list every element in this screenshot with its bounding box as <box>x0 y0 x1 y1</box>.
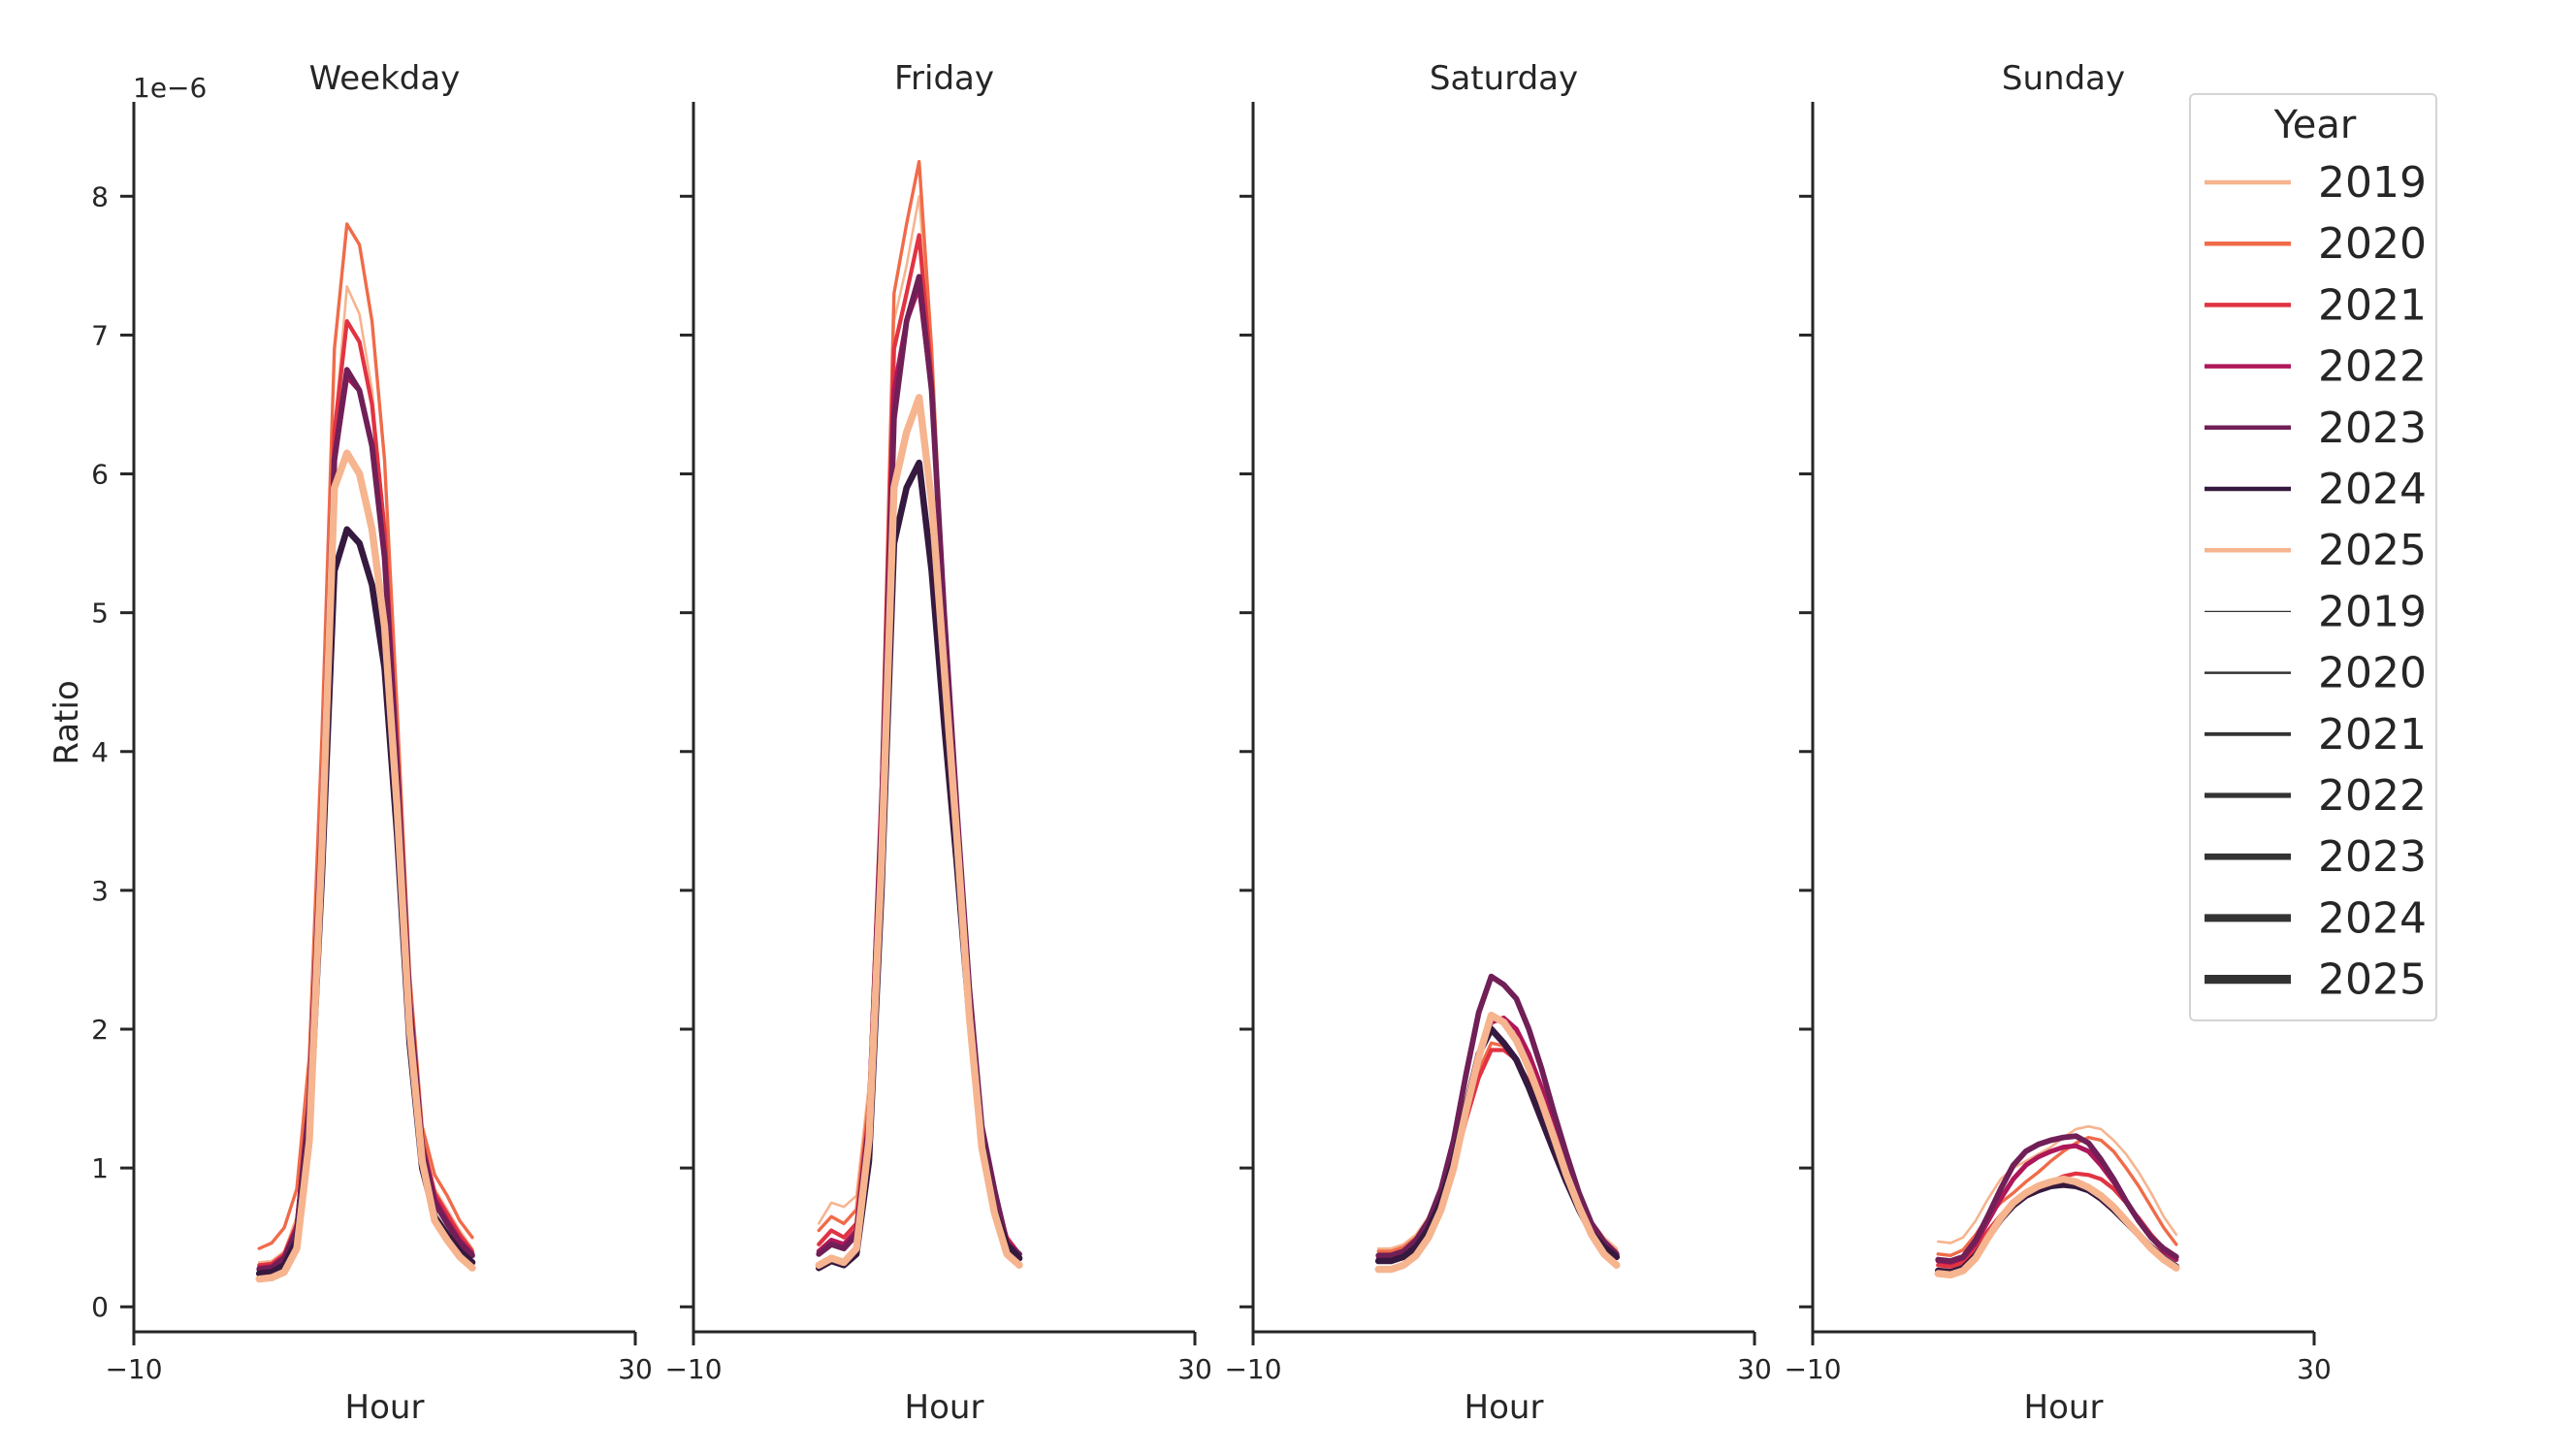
x-axis-label: Hour <box>905 1388 984 1427</box>
x-tick-label: 30 <box>1177 1353 1212 1385</box>
panel-sunday: Sunday −10 30 Hour <box>1784 59 2331 1427</box>
x-tick-label: −10 <box>1784 1353 1841 1385</box>
y-tick-label: 6 <box>91 459 109 491</box>
legend-title: Year <box>2273 103 2357 147</box>
series-line-2024 <box>1374 1025 1621 1265</box>
panel-weekday: Weekday 0 1 2 3 4 5 6 7 8 −10 30 Hour <box>91 59 653 1427</box>
legend: Year 2019 2020 2021 2022 2023 2024 2025 2019 202… <box>2189 93 2437 1021</box>
series-line-2025 <box>1934 1175 2180 1279</box>
panel-friday: Friday −10 30 Hour <box>664 59 1211 1427</box>
legend-label: 2023 <box>2318 832 2427 882</box>
y-tick-label: 2 <box>91 1014 109 1046</box>
series-line-2023 <box>1935 1133 2179 1264</box>
y-tick-label: 5 <box>91 598 109 630</box>
series-line-2020 <box>257 222 474 1250</box>
series-line-2022 <box>1375 1016 1620 1261</box>
x-tick-label: −10 <box>1224 1353 1281 1385</box>
x-tick-label: 30 <box>1737 1353 1772 1385</box>
series-line-2019 <box>257 285 474 1264</box>
series-line-2025 <box>815 394 1023 1270</box>
legend-label: 2021 <box>2318 280 2427 330</box>
series-line-2025 <box>1374 1011 1621 1274</box>
y-tick-label: 3 <box>91 875 109 907</box>
series-line-2025 <box>255 449 476 1283</box>
y-tick-label: 0 <box>91 1291 109 1323</box>
y-offset-label: 1e−6 <box>133 72 207 104</box>
panel-saturday: Saturday −10 30 Hour <box>1224 59 1771 1427</box>
y-tick-label: 8 <box>91 180 109 212</box>
panel-title: Friday <box>894 59 994 98</box>
panel-title: Saturday <box>1430 59 1578 98</box>
series-line-2019 <box>1936 1124 2178 1245</box>
y-tick-label: 1 <box>91 1152 109 1184</box>
x-tick-label: −10 <box>664 1353 722 1385</box>
series-line-2021 <box>817 233 1022 1256</box>
x-axis-label: Hour <box>1465 1388 1544 1427</box>
panel-title: Weekday <box>309 59 461 98</box>
legend-label: 2025 <box>2318 526 2427 575</box>
x-tick-label: 30 <box>2297 1353 2332 1385</box>
legend-label: 2020 <box>2318 649 2427 698</box>
legend-label: 2022 <box>2318 342 2427 392</box>
x-axis-label: Hour <box>345 1388 425 1427</box>
x-axis-label: Hour <box>2024 1388 2104 1427</box>
series-line-2022 <box>816 283 1022 1257</box>
legend-label: 2024 <box>2318 465 2427 514</box>
legend-label: 2025 <box>2318 955 2427 1005</box>
series-line-2024 <box>815 459 1023 1272</box>
x-tick-label: −10 <box>105 1353 162 1385</box>
legend-entries: 2019 2020 2021 2022 2023 2024 2025 2019 2020 2021… <box>2205 158 2427 1005</box>
y-tick-label: 7 <box>91 319 109 351</box>
legend-label: 2021 <box>2318 710 2427 760</box>
y-tick-label: 4 <box>91 736 109 768</box>
y-axis-label: Ratio <box>48 680 86 764</box>
legend-label: 2023 <box>2318 404 2427 453</box>
legend-label: 2020 <box>2318 219 2427 269</box>
series-line-2020 <box>817 159 1021 1256</box>
series-line-2021 <box>1376 1048 1619 1264</box>
x-tick-label: 30 <box>618 1353 653 1385</box>
legend-label: 2019 <box>2318 158 2427 208</box>
legend-label: 2022 <box>2318 771 2427 821</box>
series-line-2020 <box>1376 1041 1619 1253</box>
chart-panels: Weekday 0 1 2 3 4 5 6 7 8 −10 30 Hour Friday −10 30 Hour… <box>91 59 2332 1427</box>
panel-title: Sunday <box>2002 59 2125 98</box>
series-line-2024 <box>255 526 476 1277</box>
series-line-2019 <box>817 195 1021 1256</box>
legend-label: 2024 <box>2318 893 2427 943</box>
series-line-2023 <box>1375 973 1620 1259</box>
series-line-2021 <box>257 319 475 1268</box>
legend-label: 2019 <box>2318 587 2427 636</box>
legend-frame <box>2189 93 2437 1021</box>
